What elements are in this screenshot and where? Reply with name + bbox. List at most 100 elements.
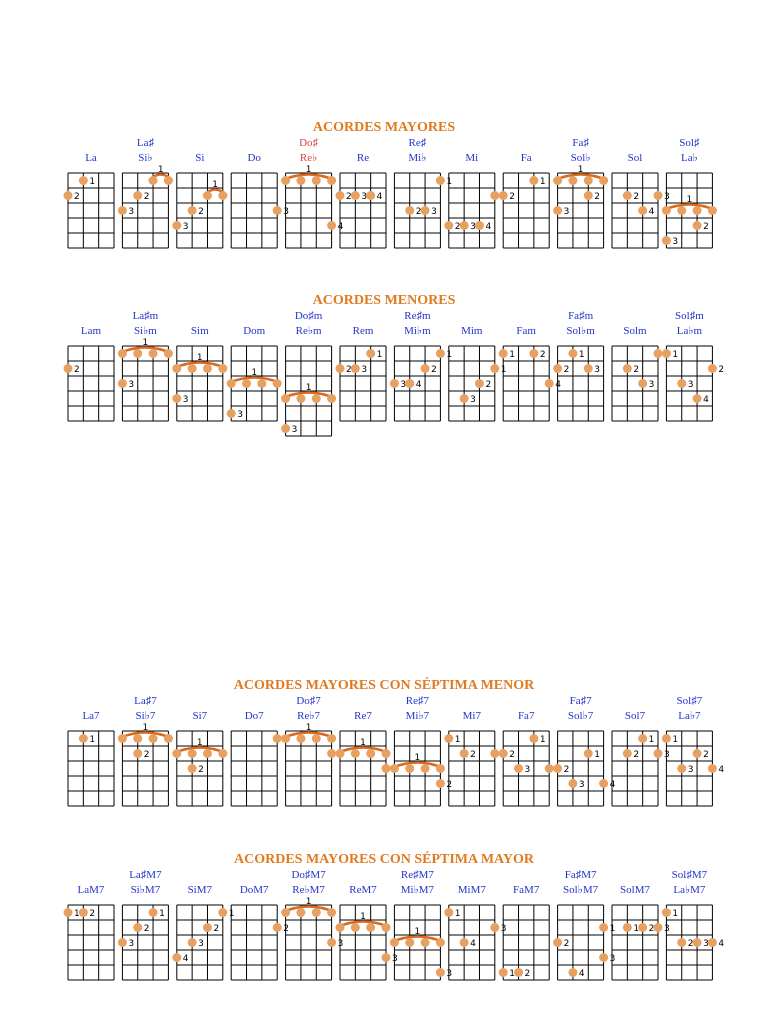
finger-number: 2 <box>455 222 461 232</box>
chord-name: Solm <box>623 325 647 337</box>
chord-alt-name: La♯7 <box>134 695 157 707</box>
finger-number: 2 <box>89 909 95 919</box>
finger-dot <box>459 938 469 947</box>
section-title: ACORDES MENORES <box>313 293 456 308</box>
finger-number: 4 <box>610 780 616 790</box>
finger-dot <box>568 349 578 358</box>
finger-dot <box>187 364 197 373</box>
finger-number: 1 <box>74 909 80 919</box>
chord-name: La♭7 <box>678 710 701 722</box>
finger-dot <box>327 734 337 743</box>
finger-number: 1 <box>594 750 600 760</box>
finger-dot <box>311 176 321 185</box>
finger-dot <box>327 221 337 230</box>
chord-alt-name: Re♯ <box>409 137 427 149</box>
barre-finger: 1 <box>143 338 149 348</box>
finger-dot <box>148 734 158 743</box>
finger-dot <box>435 349 445 358</box>
finger-number: 3 <box>688 380 694 390</box>
chord-name: Lam <box>81 325 102 337</box>
finger-dot <box>692 938 702 947</box>
finger-number: 1 <box>672 735 678 745</box>
chord-alt-name: Do♯m <box>295 310 323 322</box>
finger-dot <box>327 908 337 917</box>
finger-dot <box>435 779 445 788</box>
chord-name: Si♭m <box>134 325 157 337</box>
chord-name: Re♭M7 <box>292 884 325 896</box>
chord-alt-name: La♯m <box>133 310 159 322</box>
finger-dot <box>350 364 360 373</box>
barre-finger: 1 <box>306 723 312 733</box>
finger-number: 3 <box>594 365 600 375</box>
chord-name: Do7 <box>245 710 264 722</box>
finger-number: 3 <box>470 222 476 232</box>
finger-dot <box>498 191 508 200</box>
chord-name: MiM7 <box>458 884 487 896</box>
finger-dot <box>350 191 360 200</box>
finger-dot <box>335 749 345 758</box>
chord-name: Si♭ <box>138 152 152 164</box>
chord-alt-name: Fa♯7 <box>570 695 593 707</box>
finger-dot <box>257 379 267 388</box>
finger-number: 3 <box>400 380 406 390</box>
finger-dot <box>599 779 609 788</box>
finger-dot <box>553 206 563 215</box>
barre-finger: 1 <box>197 738 203 748</box>
finger-dot <box>78 176 88 185</box>
finger-number: 2 <box>198 765 204 775</box>
finger-dot <box>327 176 337 185</box>
section-title: ACORDES MAYORES CON SÉPTIMA MAYOR <box>234 850 535 867</box>
finger-dot <box>583 191 593 200</box>
barre-finger: 1 <box>415 753 421 763</box>
finger-number: 4 <box>579 969 585 979</box>
finger-number: 4 <box>183 954 189 964</box>
chord-name: Re♭ <box>300 152 317 164</box>
chord-name: Re <box>357 152 369 164</box>
finger-dot <box>498 349 508 358</box>
finger-dot <box>148 176 158 185</box>
finger-dot <box>692 749 702 758</box>
finger-number: 3 <box>703 939 709 949</box>
finger-dot <box>218 749 228 758</box>
finger-dot <box>490 749 500 758</box>
finger-number: 2 <box>74 365 80 375</box>
finger-dot <box>661 349 671 358</box>
chord-name: La♭ <box>681 152 698 164</box>
finger-number: 3 <box>198 939 204 949</box>
finger-dot <box>296 734 306 743</box>
finger-dot <box>187 206 197 215</box>
finger-number: 2 <box>74 192 80 202</box>
chord-name: La♭M7 <box>673 884 706 896</box>
finger-dot <box>435 176 445 185</box>
finger-dot <box>187 938 197 947</box>
finger-number: 1 <box>672 350 678 360</box>
section-title: ACORDES MAYORES <box>313 120 455 135</box>
finger-number: 1 <box>509 969 515 979</box>
barre-finger: 1 <box>306 897 312 907</box>
finger-dot <box>327 938 337 947</box>
finger-dot <box>163 176 173 185</box>
finger-dot <box>272 206 282 215</box>
finger-number: 3 <box>128 939 134 949</box>
finger-dot <box>311 908 321 917</box>
finger-number: 2 <box>144 192 150 202</box>
finger-dot <box>638 734 648 743</box>
finger-number: 3 <box>672 237 678 247</box>
finger-number: 1 <box>159 909 165 919</box>
chord-name: SolM7 <box>620 884 650 896</box>
finger-dot <box>692 206 702 215</box>
finger-dot <box>498 968 508 977</box>
finger-dot <box>544 764 554 773</box>
finger-number: 1 <box>455 909 461 919</box>
finger-dot <box>133 349 143 358</box>
finger-dot <box>490 191 500 200</box>
chord-name: Sol♭7 <box>568 710 594 722</box>
finger-dot <box>172 749 182 758</box>
finger-number: 4 <box>555 380 561 390</box>
chord-name: Re♭7 <box>297 710 320 722</box>
barre-finger: 1 <box>306 383 312 393</box>
finger-dot <box>133 923 143 932</box>
chord-name: Si <box>195 152 204 164</box>
finger-dot <box>622 923 632 932</box>
finger-number: 1 <box>633 924 639 934</box>
